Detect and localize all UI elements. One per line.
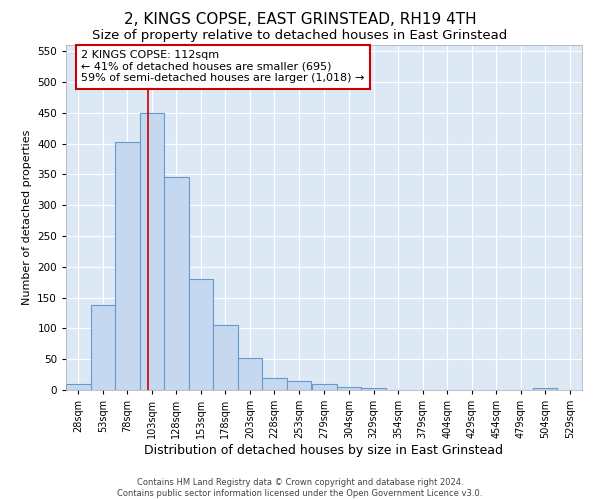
Text: 2 KINGS COPSE: 112sqm
← 41% of detached houses are smaller (695)
59% of semi-det: 2 KINGS COPSE: 112sqm ← 41% of detached … bbox=[82, 50, 365, 84]
Bar bbox=[188, 279, 213, 390]
Bar bbox=[238, 358, 262, 390]
Text: 2, KINGS COPSE, EAST GRINSTEAD, RH19 4TH: 2, KINGS COPSE, EAST GRINSTEAD, RH19 4TH bbox=[124, 12, 476, 28]
Bar bbox=[287, 381, 311, 390]
Bar bbox=[115, 142, 140, 390]
Bar bbox=[140, 113, 164, 390]
Bar bbox=[164, 178, 188, 390]
Bar bbox=[361, 388, 386, 390]
Text: Size of property relative to detached houses in East Grinstead: Size of property relative to detached ho… bbox=[92, 29, 508, 42]
Text: Contains HM Land Registry data © Crown copyright and database right 2024.
Contai: Contains HM Land Registry data © Crown c… bbox=[118, 478, 482, 498]
Bar bbox=[312, 384, 337, 390]
X-axis label: Distribution of detached houses by size in East Grinstead: Distribution of detached houses by size … bbox=[145, 444, 503, 457]
Bar bbox=[213, 326, 238, 390]
Bar bbox=[91, 305, 115, 390]
Bar bbox=[533, 388, 557, 390]
Bar bbox=[337, 387, 361, 390]
Bar bbox=[262, 378, 287, 390]
Y-axis label: Number of detached properties: Number of detached properties bbox=[22, 130, 32, 305]
Bar bbox=[66, 384, 91, 390]
